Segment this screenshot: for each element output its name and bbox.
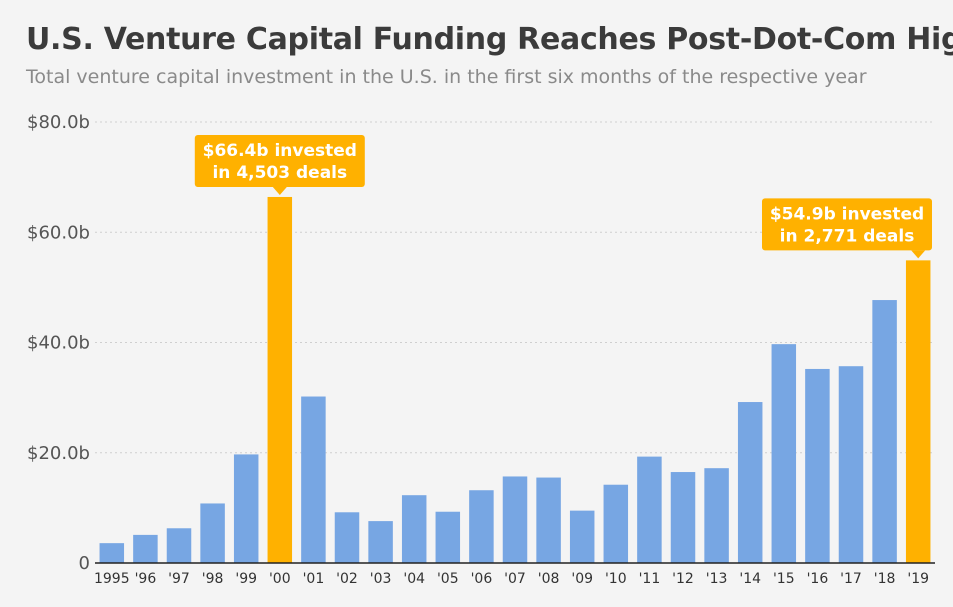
bar <box>99 543 125 563</box>
y-tick-label: $80.0b <box>27 112 90 133</box>
x-tick-label: '00 <box>269 571 291 587</box>
x-tick-label: '05 <box>437 571 459 587</box>
bar <box>569 510 595 563</box>
x-tick-label: '06 <box>471 571 493 587</box>
annotation-text: in 4,503 deals <box>212 163 347 183</box>
y-tick-label: $60.0b <box>27 222 90 243</box>
bar <box>401 495 427 563</box>
x-tick-label: '12 <box>672 571 694 587</box>
y-tick-label: 0 <box>79 553 90 574</box>
x-tick-label: '04 <box>403 571 425 587</box>
x-tick-label: 1995 <box>94 571 130 587</box>
annotation-box <box>762 198 932 251</box>
x-tick-label: '96 <box>135 571 157 587</box>
x-tick-label: '99 <box>235 571 257 587</box>
bar <box>368 521 393 563</box>
bar <box>771 344 797 563</box>
annotation-pointer <box>911 250 926 259</box>
chart-title: U.S. Venture Capital Funding Reaches Pos… <box>26 22 953 57</box>
x-tick-label: '09 <box>571 571 593 587</box>
x-tick-label: '98 <box>202 571 224 587</box>
x-tick-label: '13 <box>706 571 728 587</box>
bar <box>737 402 763 563</box>
annotation-text: $66.4b invested <box>203 141 357 161</box>
annotation-box <box>194 134 365 187</box>
x-tick-label: '15 <box>773 571 795 587</box>
bar <box>469 490 494 563</box>
bar <box>670 472 696 563</box>
x-tick-label: '14 <box>739 571 761 587</box>
bar <box>334 512 360 563</box>
bar <box>637 456 662 563</box>
y-tick-label: $20.0b <box>27 443 90 464</box>
x-tick-label: '11 <box>639 571 661 587</box>
x-tick-label: '19 <box>907 571 929 587</box>
annotation-pointer <box>272 186 287 195</box>
annotation-text: in 2,771 deals <box>780 226 915 246</box>
x-tick-label: '08 <box>538 571 560 587</box>
x-tick-label: '97 <box>168 571 190 587</box>
bar <box>233 454 259 563</box>
bar <box>200 503 225 563</box>
x-tick-label: '17 <box>840 571 862 587</box>
bar <box>502 476 528 563</box>
bar <box>704 468 729 563</box>
bar <box>536 477 561 563</box>
x-tick-label: '02 <box>336 571 358 587</box>
bar <box>805 368 830 563</box>
bar <box>838 366 864 563</box>
x-tick-label: '07 <box>504 571 526 587</box>
bar <box>872 300 897 563</box>
chart-subtitle: Total venture capital investment in the … <box>26 66 867 88</box>
x-tick-label: '18 <box>874 571 896 587</box>
bar <box>133 534 158 563</box>
bar <box>603 484 629 563</box>
x-tick-label: '10 <box>605 571 627 587</box>
bar <box>166 528 192 563</box>
highlighted-bar <box>267 196 293 563</box>
highlighted-bar <box>905 260 931 563</box>
y-tick-label: $40.0b <box>27 333 90 354</box>
x-tick-label: '16 <box>807 571 829 587</box>
bar <box>435 511 461 563</box>
x-tick-label: '01 <box>303 571 325 587</box>
bar <box>301 396 326 563</box>
x-tick-label: '03 <box>370 571 392 587</box>
annotation-text: $54.9b invested <box>770 204 924 224</box>
